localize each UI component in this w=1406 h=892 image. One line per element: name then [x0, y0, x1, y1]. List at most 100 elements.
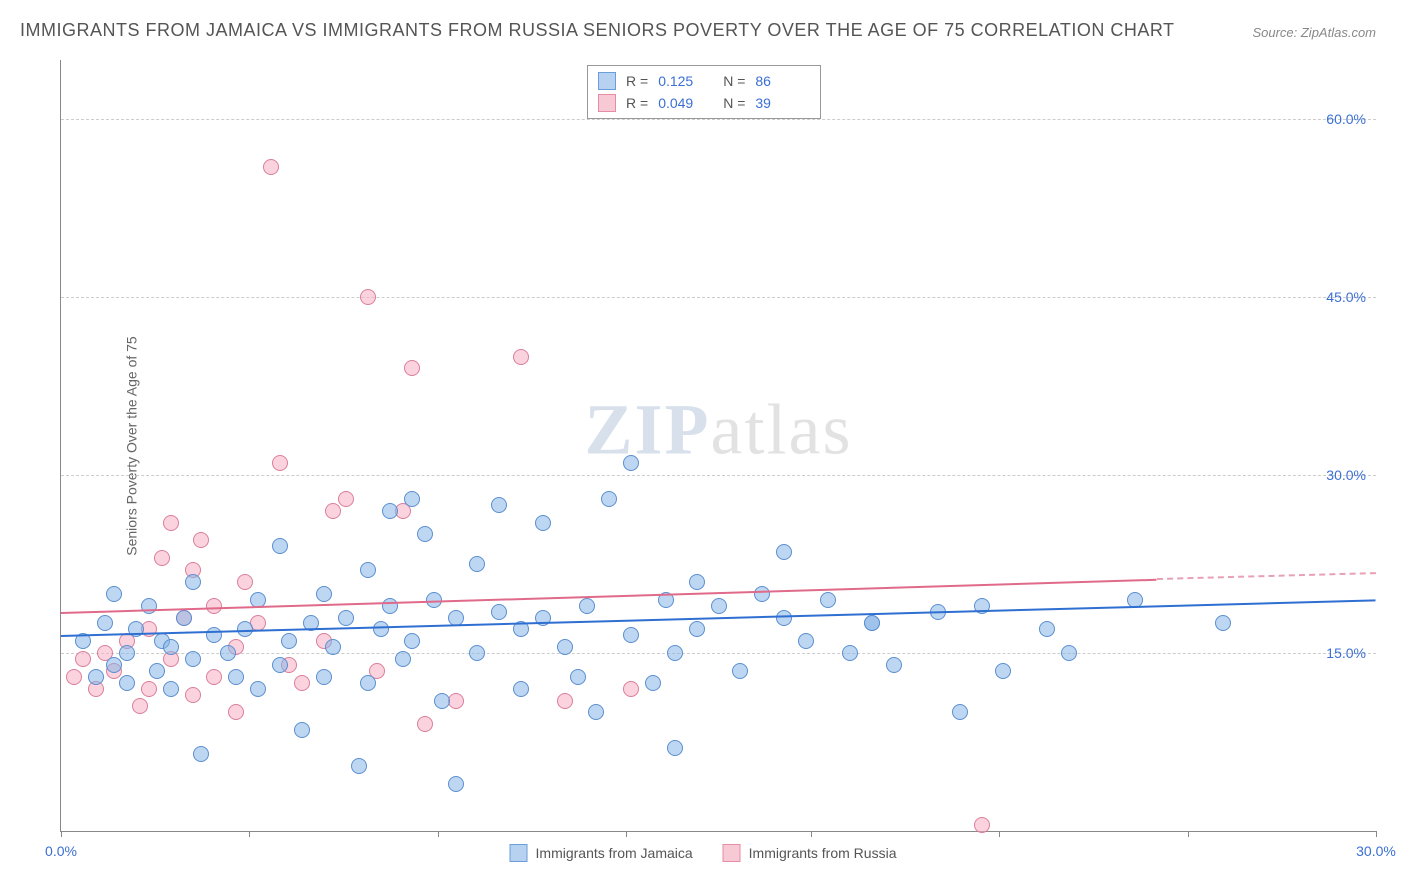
data-point-blue [360, 675, 376, 691]
x-tick-label: 0.0% [45, 843, 77, 859]
legend-label-russia: Immigrants from Russia [749, 845, 897, 861]
data-point-blue [149, 663, 165, 679]
data-point-pink [185, 687, 201, 703]
data-point-blue [185, 574, 201, 590]
data-point-pink [360, 289, 376, 305]
data-point-blue [316, 586, 332, 602]
data-point-blue [163, 681, 179, 697]
data-point-blue [754, 586, 770, 602]
regression-line [61, 578, 1157, 613]
data-point-blue [417, 526, 433, 542]
legend-swatch-blue [598, 72, 616, 90]
x-tick-mark [1188, 831, 1189, 837]
legend-item-jamaica: Immigrants from Jamaica [510, 844, 693, 862]
data-point-blue [404, 633, 420, 649]
data-point-blue [491, 604, 507, 620]
legend-series: Immigrants from Jamaica Immigrants from … [510, 844, 897, 862]
data-point-blue [325, 639, 341, 655]
plot-area: ZIPatlas R = 0.125 N = 86 R = 0.049 N = … [60, 60, 1376, 832]
x-tick-mark [249, 831, 250, 837]
data-point-blue [119, 645, 135, 661]
data-point-blue [294, 722, 310, 738]
data-point-pink [263, 159, 279, 175]
data-point-blue [176, 610, 192, 626]
data-point-pink [557, 693, 573, 709]
data-point-pink [193, 532, 209, 548]
r-value-jamaica: 0.125 [658, 73, 713, 89]
legend-swatch-blue [510, 844, 528, 862]
data-point-blue [382, 598, 398, 614]
x-tick-label: 30.0% [1356, 843, 1396, 859]
data-point-blue [776, 544, 792, 560]
data-point-blue [995, 663, 1011, 679]
data-point-blue [228, 669, 244, 685]
data-point-blue [434, 693, 450, 709]
legend-swatch-pink [598, 94, 616, 112]
watermark-light: atlas [711, 390, 853, 470]
y-tick-label: 30.0% [1326, 467, 1366, 483]
data-point-blue [601, 491, 617, 507]
gridline-h [61, 475, 1376, 476]
data-point-blue [886, 657, 902, 673]
data-point-blue [404, 491, 420, 507]
r-label: R = [626, 95, 648, 111]
r-label: R = [626, 73, 648, 89]
data-point-blue [864, 615, 880, 631]
data-point-blue [119, 675, 135, 691]
data-point-pink [623, 681, 639, 697]
data-point-blue [106, 657, 122, 673]
data-point-blue [272, 538, 288, 554]
data-point-blue [193, 746, 209, 762]
data-point-blue [88, 669, 104, 685]
data-point-blue [448, 776, 464, 792]
data-point-blue [623, 455, 639, 471]
data-point-blue [373, 621, 389, 637]
data-point-pink [237, 574, 253, 590]
data-point-blue [535, 515, 551, 531]
data-point-blue [667, 740, 683, 756]
source-attribution: Source: ZipAtlas.com [1252, 25, 1376, 40]
data-point-blue [1039, 621, 1055, 637]
y-tick-label: 15.0% [1326, 645, 1366, 661]
data-point-blue [1215, 615, 1231, 631]
legend-row-jamaica: R = 0.125 N = 86 [598, 70, 810, 92]
data-point-blue [448, 610, 464, 626]
data-point-blue [732, 663, 748, 679]
watermark-bold: ZIP [585, 390, 711, 470]
data-point-pink [154, 550, 170, 566]
legend-label-jamaica: Immigrants from Jamaica [536, 845, 693, 861]
data-point-blue [645, 675, 661, 691]
data-point-blue [185, 651, 201, 667]
legend-row-russia: R = 0.049 N = 39 [598, 92, 810, 114]
n-label: N = [723, 95, 745, 111]
data-point-blue [820, 592, 836, 608]
data-point-pink [141, 681, 157, 697]
data-point-pink [75, 651, 91, 667]
data-point-blue [316, 669, 332, 685]
x-tick-mark [438, 831, 439, 837]
data-point-blue [1061, 645, 1077, 661]
data-point-pink [272, 455, 288, 471]
data-point-blue [667, 645, 683, 661]
chart-container: { "title": "IMMIGRANTS FROM JAMAICA VS I… [0, 0, 1406, 892]
data-point-pink [338, 491, 354, 507]
x-tick-mark [626, 831, 627, 837]
data-point-pink [417, 716, 433, 732]
gridline-h [61, 297, 1376, 298]
data-point-blue [798, 633, 814, 649]
data-point-blue [338, 610, 354, 626]
data-point-pink [325, 503, 341, 519]
r-value-russia: 0.049 [658, 95, 713, 111]
data-point-pink [513, 349, 529, 365]
data-point-pink [974, 817, 990, 833]
data-point-pink [206, 598, 222, 614]
n-value-russia: 39 [755, 95, 810, 111]
data-point-blue [711, 598, 727, 614]
data-point-blue [952, 704, 968, 720]
y-tick-label: 60.0% [1326, 111, 1366, 127]
data-point-blue [250, 681, 266, 697]
x-tick-mark [61, 831, 62, 837]
data-point-blue [351, 758, 367, 774]
data-point-blue [106, 586, 122, 602]
data-point-blue [570, 669, 586, 685]
